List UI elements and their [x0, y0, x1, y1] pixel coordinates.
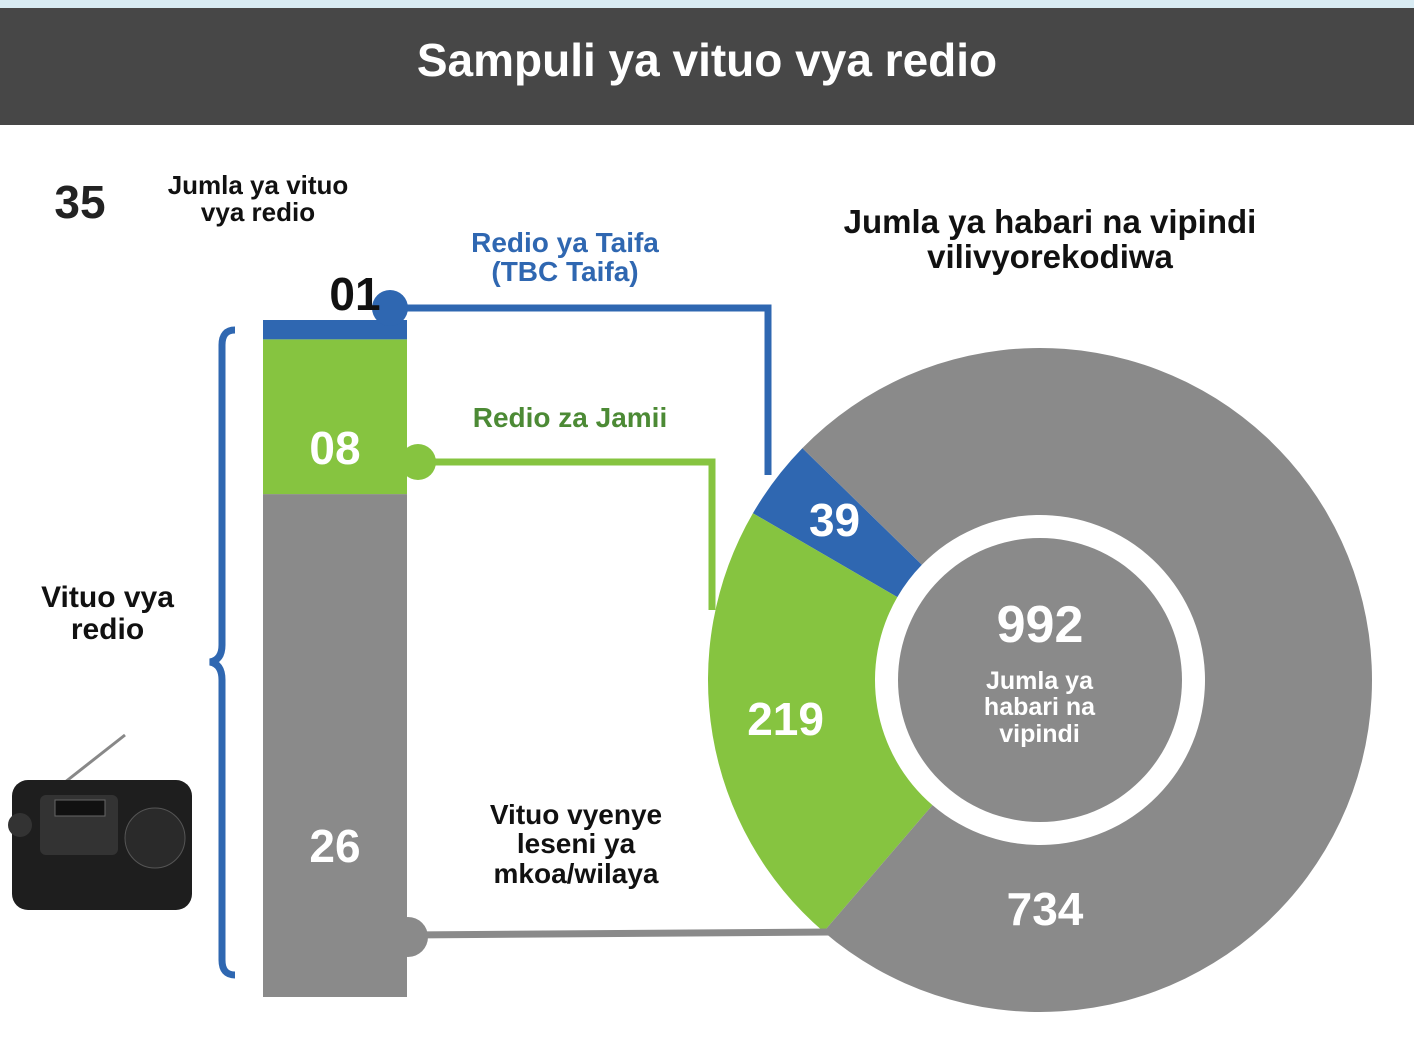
- brace: [210, 330, 235, 975]
- total-label: Jumla ya vituo vya redio: [148, 172, 368, 227]
- value-label: 734: [975, 885, 1115, 933]
- legend-label: Redio za Jamii: [440, 403, 700, 432]
- legend-label: Vituo vyenye leseni ya mkoa/wilaya: [456, 800, 696, 888]
- connector-dot: [400, 444, 436, 480]
- bar-segment: [263, 494, 407, 997]
- connector-dot: [388, 917, 428, 957]
- connector: [408, 932, 830, 935]
- total: 35: [40, 178, 120, 226]
- connector: [418, 462, 712, 610]
- top-strip: [0, 0, 1414, 8]
- radio-icon: [8, 735, 192, 910]
- connector: [390, 308, 768, 475]
- axis-label: Vituo vya redio: [15, 582, 200, 645]
- center-label: Jumla ya habari na vipindi: [962, 668, 1117, 747]
- infographic: Sampuli ya vituo vya redio 35 Jumla ya vit…: [0, 0, 1414, 1051]
- value-label: 01: [290, 270, 420, 318]
- donut-total: 992: [940, 598, 1140, 653]
- graphics: [0, 0, 1414, 1051]
- value-label: 08: [270, 424, 400, 472]
- donut-title: Jumla ya habari na vipindi vilivyorekodi…: [800, 205, 1300, 274]
- value-label: 39: [765, 496, 905, 544]
- legend-label: Redio ya Taifa (TBC Taifa): [440, 228, 690, 287]
- title: Sampuli ya vituo vya redio: [0, 36, 1414, 84]
- value-label: 219: [716, 695, 856, 743]
- value-label: 26: [270, 822, 400, 870]
